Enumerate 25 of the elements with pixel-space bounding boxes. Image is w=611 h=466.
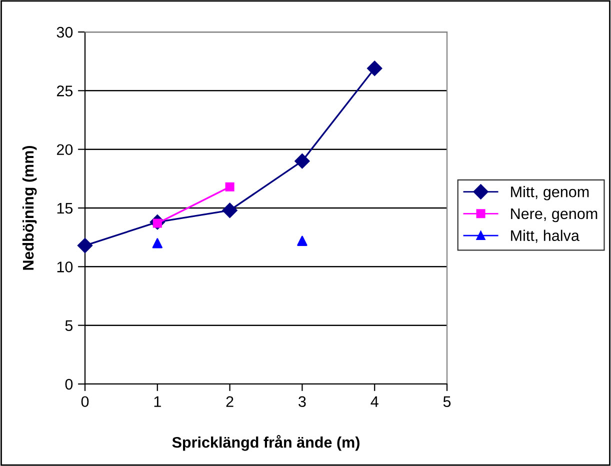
y-tick-label: 20 [56, 144, 73, 156]
y-axis-title: Nedböjning (mm) [22, 146, 37, 270]
y-tick-label: 30 [56, 26, 73, 38]
x-tick-label: 0 [81, 396, 89, 408]
y-tick-label: 25 [56, 86, 73, 96]
point [222, 202, 238, 218]
x-tick-label: 5 [443, 396, 451, 408]
legend-label: Mitt, genom [511, 186, 589, 200]
x-tick-label: 1 [154, 396, 161, 407]
point [297, 236, 308, 246]
point [367, 60, 382, 76]
x-tick-label: 4 [370, 396, 378, 407]
legend-label: Nere, genom [511, 208, 598, 222]
y-tick-label: 15 [57, 203, 73, 214]
x-tick-label: 3 [298, 396, 306, 408]
point [294, 153, 310, 169]
y-tick-label: 5 [65, 320, 73, 332]
point [77, 238, 93, 254]
y-tick-label: 0 [65, 378, 73, 390]
point [225, 182, 234, 192]
legend-label: Mitt, halva [511, 230, 580, 243]
point [152, 238, 162, 248]
y-tick-label: 10 [57, 262, 73, 272]
x-tick-label: 2 [226, 396, 234, 407]
x-axis-title: Spricklängd från ände (m) [172, 435, 360, 451]
